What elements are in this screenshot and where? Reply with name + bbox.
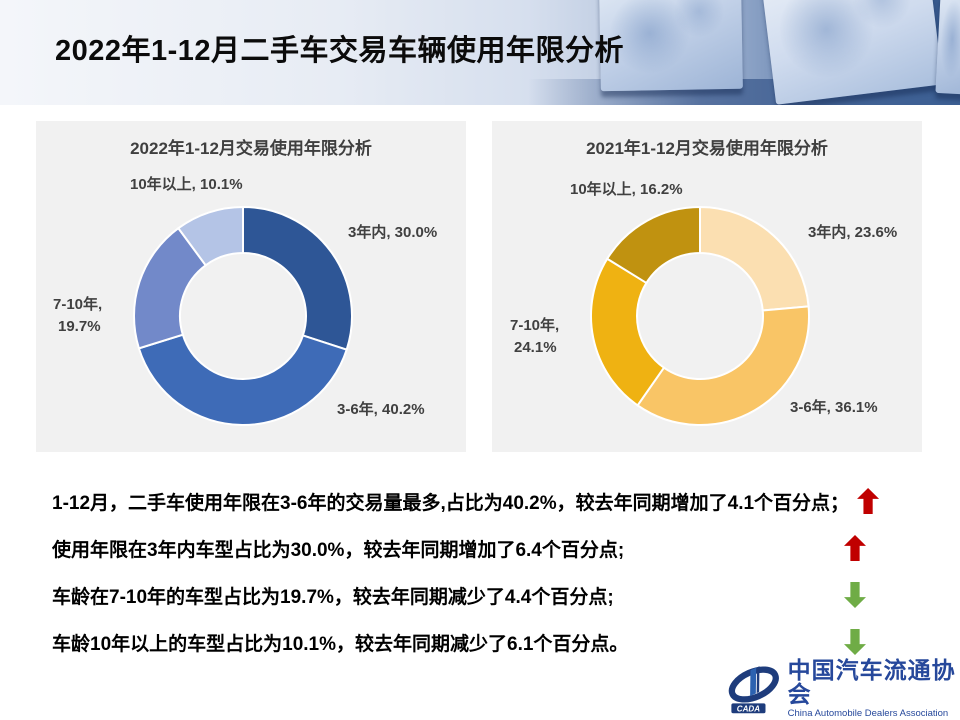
data-label-10plus-2021: 10年以上, 16.2% — [570, 181, 683, 198]
data-label-3to6-2021: 3-6年, 36.1% — [790, 399, 878, 416]
down-arrow-icon — [844, 629, 866, 655]
down-arrow-icon — [844, 582, 866, 608]
data-label-under3-2021: 3年内, 23.6% — [808, 224, 898, 241]
cada-logo-text: 中国汽车流通协会 China Automobile Dealers Associ… — [788, 658, 960, 719]
data-label-3to6-2022: 3-6年, 40.2% — [337, 401, 425, 418]
page-title: 2022年1-12月二手车交易车辆使用年限分析 — [55, 35, 625, 67]
header-banner: 2022年1-12月二手车交易车辆使用年限分析 — [0, 0, 960, 105]
data-label-10plus-2022: 10年以上, 10.1% — [130, 176, 243, 193]
insight-row-1: 1-12月，二手车使用年限在3-6年的交易量最多,占比为40.2%，较去年同期增… — [52, 485, 880, 517]
chart-title-2021: 2021年1-12月交易使用年限分析 — [586, 139, 828, 158]
globe-cube-decoration — [935, 0, 960, 95]
cada-logo-abbr: CADA — [737, 704, 760, 713]
insight-text-4: 车龄10年以上的车型占比为10.1%，较去年同期减少了6.1个百分点。 — [52, 633, 629, 655]
donut-segment-10年以上 — [605, 205, 701, 285]
donut-segment-3-6年 — [137, 333, 348, 426]
chart-title-2022: 2022年1-12月交易使用年限分析 — [130, 139, 372, 158]
data-label-7to10-2022: 7-10年, — [53, 296, 103, 313]
insight-row-3: 车龄在7-10年的车型占比为19.7%，较去年同期减少了4.4个百分点; — [52, 579, 866, 611]
insight-text-2: 使用年限在3年内车型占比为30.0%，较去年同期增加了6.4个百分点; — [52, 539, 625, 561]
donut-chart-2021 — [590, 205, 810, 426]
insight-row-2: 使用年限在3年内车型占比为30.0%，较去年同期增加了6.4个百分点; — [52, 532, 866, 564]
insight-text-1: 1-12月，二手车使用年限在3-6年的交易量最多,占比为40.2%，较去年同期增… — [52, 492, 850, 514]
insight-text-3: 车龄在7-10年的车型占比为19.7%，较去年同期减少了4.4个百分点; — [52, 586, 614, 608]
data-label-7to10-value-2021: 24.1% — [514, 339, 557, 356]
chart-panel-2021: 2021年1-12月交易使用年限分析 10年以上, 16.2% 3年内, 23.… — [492, 121, 922, 452]
data-label-7to10-value-2022: 19.7% — [58, 318, 101, 335]
donut-segment-3-6年 — [636, 305, 810, 426]
donut-chart-2022 — [133, 205, 353, 426]
donut-segment-7-10年 — [590, 257, 666, 407]
cada-logo: CADA 中国汽车流通协会 China Automobile Dealers A… — [726, 658, 960, 719]
up-arrow-icon — [857, 488, 880, 514]
insight-row-4: 车龄10年以上的车型占比为10.1%，较去年同期减少了6.1个百分点。 — [52, 626, 866, 658]
org-name-cn: 中国汽车流通协会 — [787, 657, 956, 708]
up-arrow-icon — [844, 535, 866, 561]
donut-segment-3年内 — [242, 205, 353, 351]
data-label-7to10-2021: 7-10年, — [510, 317, 560, 334]
insight-list: 1-12月，二手车使用年限在3-6年的交易量最多,占比为40.2%，较去年同期增… — [52, 485, 880, 658]
cada-logo-emblem-icon: CADA — [728, 665, 779, 713]
donut-segment-3年内 — [699, 205, 810, 312]
org-name-en: China Automobile Dealers Association — [787, 708, 949, 720]
data-label-under3-2022: 3年内, 30.0% — [348, 224, 438, 241]
chart-panel-2022: 2022年1-12月交易使用年限分析 10年以上, 10.1% 3年内, 30.… — [36, 121, 466, 452]
donut-segment-10年以上 — [176, 205, 244, 267]
